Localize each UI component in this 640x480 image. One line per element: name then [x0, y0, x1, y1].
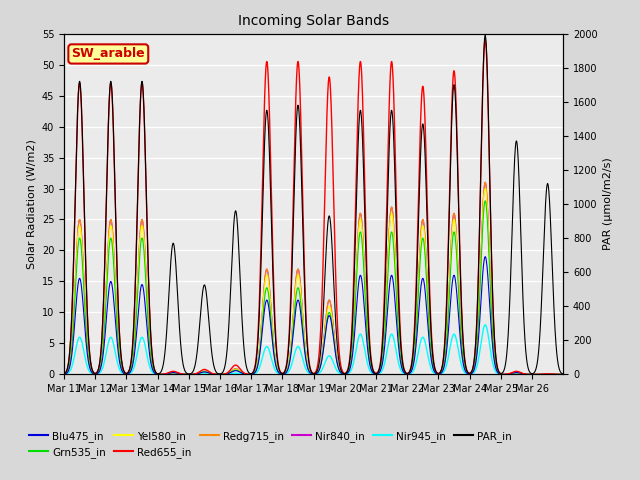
Y-axis label: PAR (μmol/m2/s): PAR (μmol/m2/s)	[603, 157, 613, 251]
Text: SW_arable: SW_arable	[72, 48, 145, 60]
Title: Incoming Solar Bands: Incoming Solar Bands	[238, 14, 389, 28]
Y-axis label: Solar Radiation (W/m2): Solar Radiation (W/m2)	[26, 139, 36, 269]
Legend: Blu475_in, Grn535_in, Yel580_in, Red655_in, Redg715_in, Nir840_in, Nir945_in, PA: Blu475_in, Grn535_in, Yel580_in, Red655_…	[29, 431, 512, 458]
